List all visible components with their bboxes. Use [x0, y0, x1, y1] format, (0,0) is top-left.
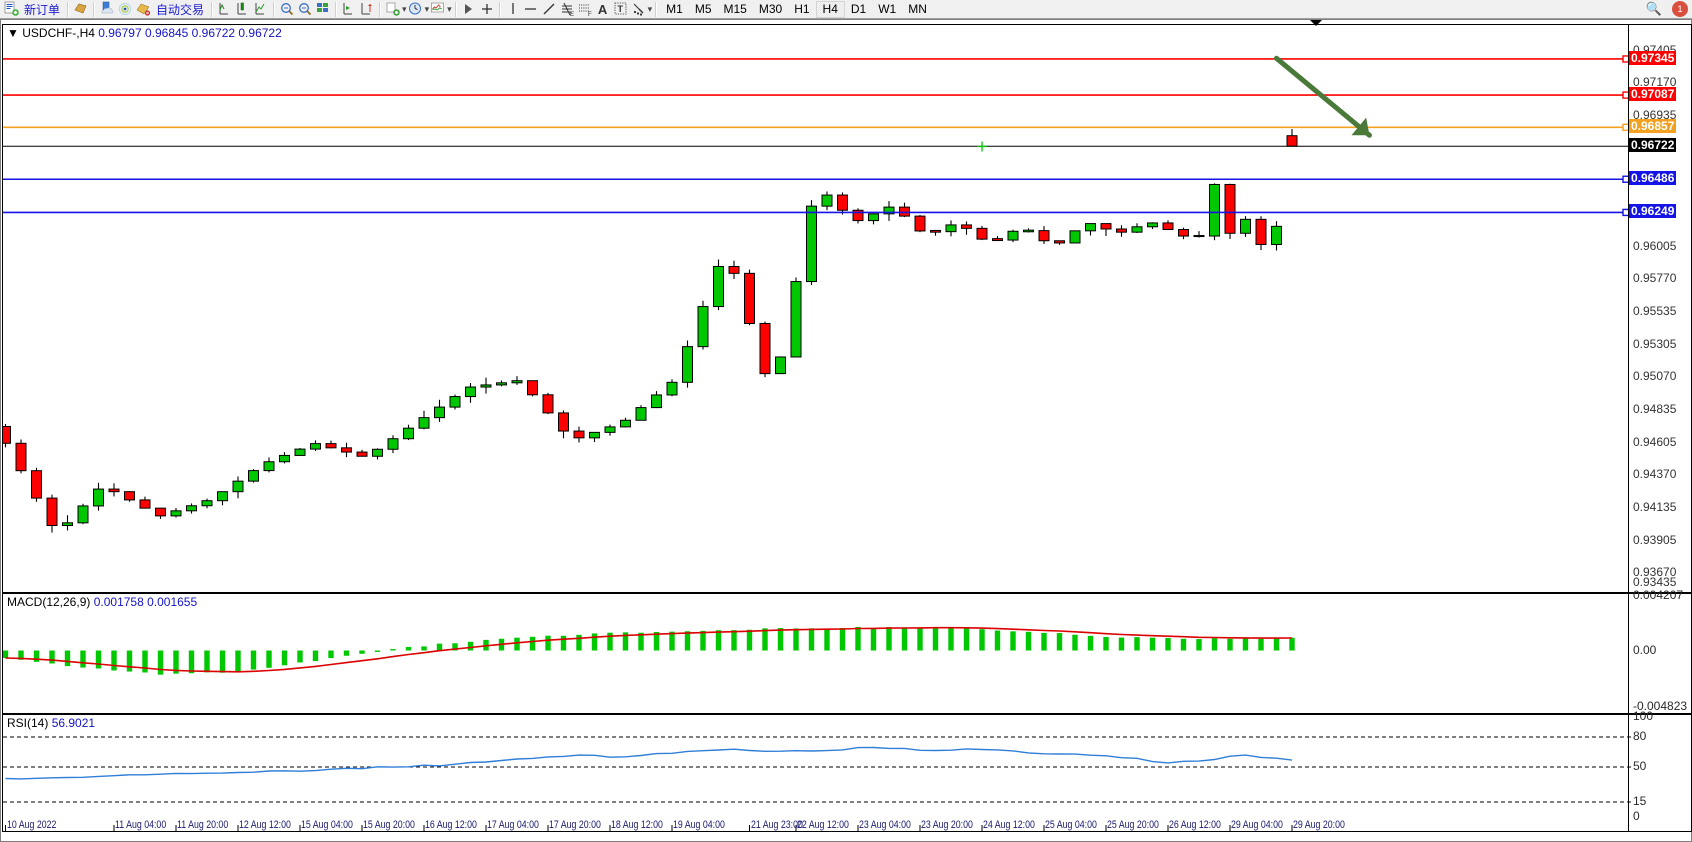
- svg-text:T: T: [617, 4, 623, 14]
- svg-text:F: F: [588, 12, 592, 17]
- svg-text:E: E: [570, 12, 574, 17]
